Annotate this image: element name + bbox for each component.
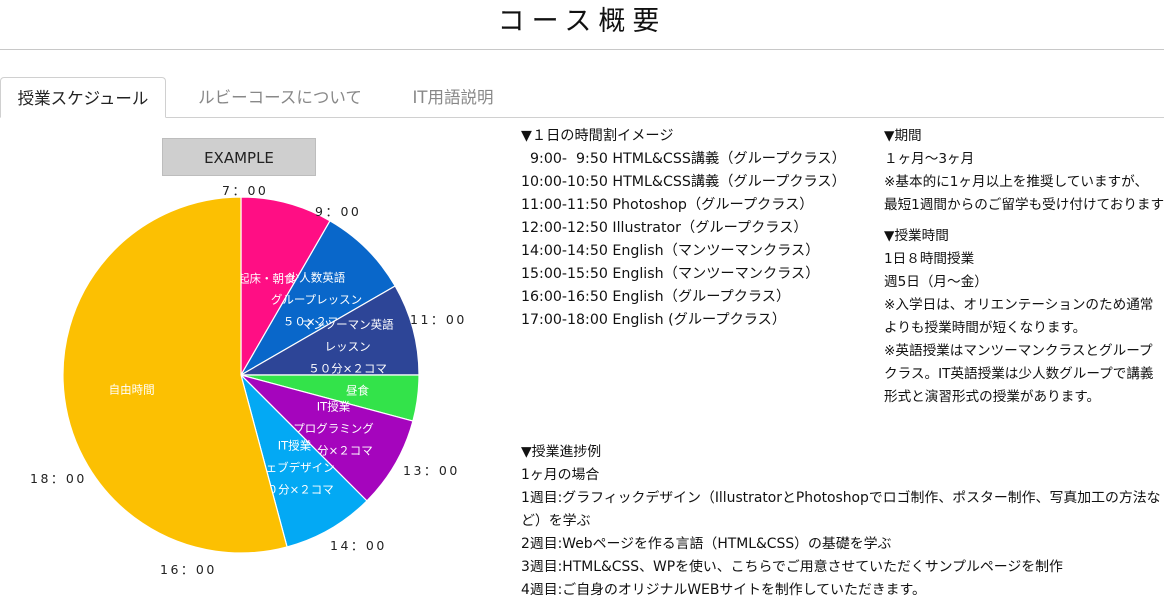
pie-slice [240, 196, 331, 378]
tab-schedule[interactable]: 授業スケジュール [0, 77, 166, 118]
course-info-section: ▼期間 １ヶ月〜3ヶ月 ※基本的に1ヶ月以上を推奨していますが、 最短1週間から… [884, 125, 1164, 409]
schedule-item: 15:00-15:50 English（マンツーマンクラス） [521, 266, 820, 282]
class-time-item: ※入学日は、オリエンテーションのため通常 [884, 297, 1154, 313]
period-item: 最短1週間からのご留学も受け付けております [884, 197, 1164, 213]
pie-slice-label: ５０分×２コマ [255, 483, 334, 497]
pie-slice-label: 少人数英語 [288, 271, 346, 285]
period-item: １ヶ月〜3ヶ月 [884, 151, 975, 167]
class-time-item: 週5日（月〜金） [884, 274, 988, 290]
schedule-item: 10:00-10:50 HTML&CSS講義（グループクラス） [521, 174, 846, 190]
time-label-1300: 13：00 [403, 463, 460, 478]
progress-item: 4週目:ご自身のオリジナルWEBサイトを制作していただきます。 [521, 582, 926, 598]
period-item: ※基本的に1ヶ月以上を推奨していますが、 [884, 174, 1149, 190]
page-title: コース概要 [497, 6, 667, 37]
time-label-1800: 18：00 [30, 471, 87, 486]
tab-bar: 授業スケジュール ルビーコースについて IT用語説明 [0, 77, 1164, 118]
class-time-item: ※英語授業はマンツーマンクラスとグループ [884, 343, 1153, 359]
pie-slice-label: プログラミング [293, 421, 374, 435]
schedule-item: 14:00-14:50 English（マンツーマンクラス） [521, 243, 820, 259]
pie-slice-label: IT授業 [317, 399, 351, 413]
time-label-1100: 11：00 [410, 312, 467, 327]
pie-slice-label: グループレッスン [271, 293, 362, 307]
example-button[interactable]: EXAMPLE [162, 138, 316, 176]
title-divider [0, 49, 1164, 50]
class-time-item: 形式と演習形式の授業があります。 [884, 389, 1101, 405]
pie-slice [238, 373, 414, 502]
schedule-item: 12:00-12:50 Illustrator（グループクラス） [521, 220, 808, 236]
pie-slice [239, 372, 368, 548]
time-label-0900: 9：00 [315, 204, 362, 219]
pie-slice [239, 220, 396, 377]
progress-item: 1ヶ月の場合 [521, 467, 600, 483]
schedule-item: 16:00-16:50 English（グループクラス） [521, 289, 791, 305]
progress-section: ▼授業進捗例 1ヶ月の場合 1週目:グラフィックデザイン（Illustrator… [521, 441, 1161, 602]
schedule-item: 11:00-11:50 Photoshop（グループクラス） [521, 197, 814, 213]
class-time-item: 1日８時間授業 [884, 251, 975, 267]
progress-item: 1週目:グラフィックデザイン（IllustratorとPhotoshopでロゴ制… [521, 490, 1161, 506]
time-label-1400: 14：00 [330, 538, 387, 553]
progress-item: ど）を学ぶ [521, 513, 591, 529]
time-label-0700: 7：00 [222, 183, 269, 198]
pie-slice-label: マンツーマン英語 [302, 317, 394, 331]
tab-ruby-course[interactable]: ルビーコースについて [198, 88, 362, 107]
class-time-item: よりも授業時間が短くなります。 [884, 320, 1087, 336]
time-label-1600: 16：00 [160, 562, 217, 577]
daily-schedule-section: ▼１日の時間割イメージ 9:00- 9:50 HTML&CSS講義（グループクラ… [521, 125, 861, 332]
schedule-item: 9:00- 9:50 HTML&CSS講義（グループクラス） [521, 151, 846, 167]
pie-slice-label: ウェブデザイン [254, 461, 335, 475]
period-heading: ▼期間 [884, 128, 922, 144]
pie-slice [238, 285, 420, 376]
pie-slice-label: ５０分×２コマ [308, 361, 387, 375]
progress-heading: ▼授業進捗例 [521, 444, 602, 460]
pie-slice-label: IT授業 [278, 439, 312, 453]
tab-it-glossary[interactable]: IT用語説明 [412, 88, 494, 107]
daily-schedule-heading: ▼１日の時間割イメージ [521, 128, 674, 144]
class-time-heading: ▼授業時間 [884, 228, 949, 244]
schedule-item: 17:00-18:00 English (グループクラス） [521, 312, 787, 328]
class-time-item: クラス。IT英語授業は少人数グループで講義 [884, 366, 1154, 382]
pie-slice-label: 起床・朝食 [238, 272, 296, 286]
schedule-pie-chart: 起床・朝食少人数英語グループレッスン５０×２コママンツーマン英語レッスン５０分×… [62, 196, 420, 554]
tab-baseline [0, 117, 1164, 118]
progress-item: 2週目:Webページを作る言語（HTML&CSS）の基礎を学ぶ [521, 536, 892, 552]
pie-slice [62, 196, 288, 554]
pie-slice-label: レッスン [325, 339, 371, 353]
pie-slice-label: 昼食 [346, 383, 369, 397]
progress-item: 3週目:HTML&CSS、WPを使い、こちらでご用意させていただくサンプルページ… [521, 559, 1063, 575]
pie-slice-label: 自由時間 [109, 382, 155, 396]
